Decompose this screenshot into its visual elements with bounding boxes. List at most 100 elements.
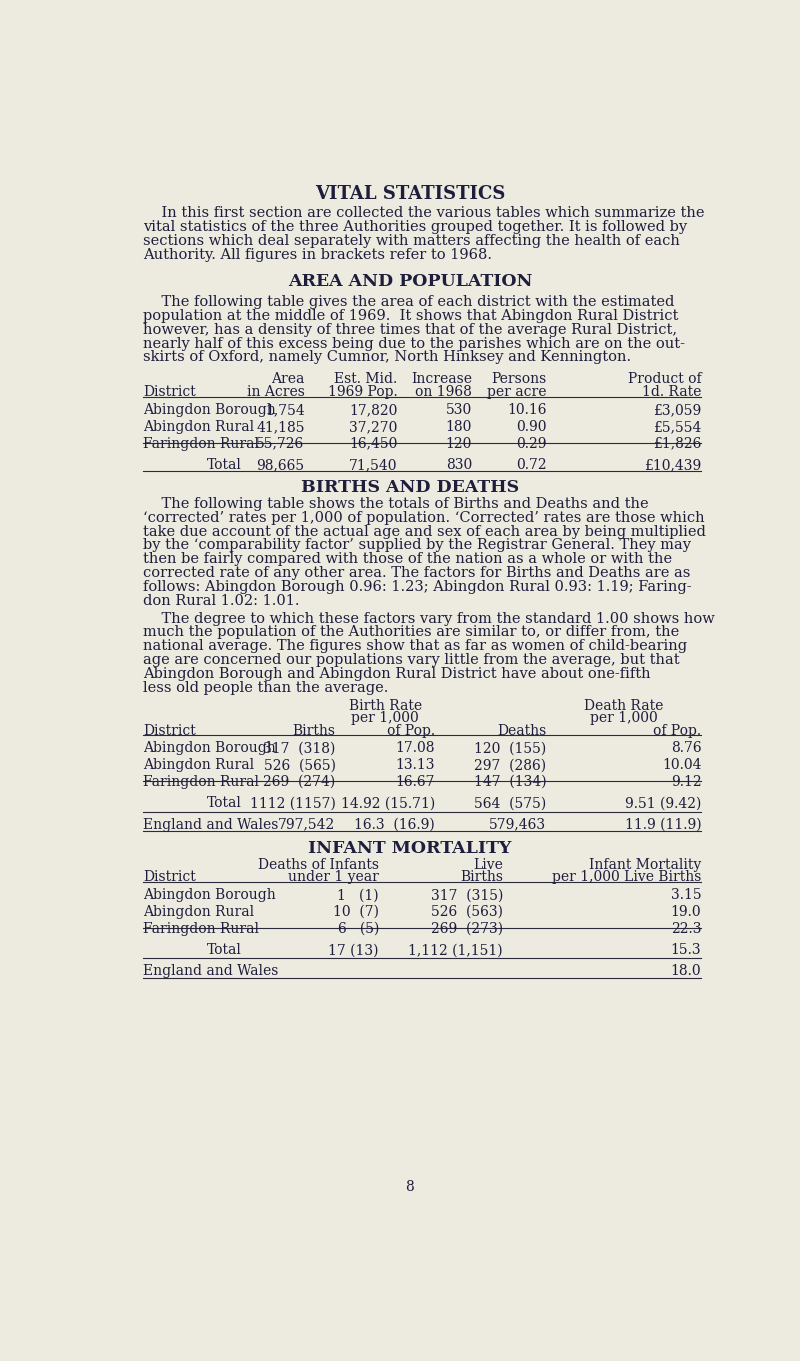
Text: 1112 (1157): 1112 (1157) [250,796,336,810]
Text: 269  (273): 269 (273) [431,923,503,936]
Text: less old people than the average.: less old people than the average. [143,680,389,695]
Text: 0.29: 0.29 [516,437,546,450]
Text: Total: Total [206,796,242,810]
Text: 530: 530 [446,403,472,416]
Text: national average. The figures show that as far as women of child-bearing: national average. The figures show that … [143,640,687,653]
Text: 147  (134): 147 (134) [474,776,546,789]
Text: 180: 180 [446,419,472,434]
Text: 1   (1): 1 (1) [338,889,379,902]
Text: 18.0: 18.0 [670,965,702,979]
Text: Abingdon Rural: Abingdon Rural [143,419,254,434]
Text: England and Wales: England and Wales [143,965,278,979]
Text: skirts of Oxford, namely Cumnor, North Hinksey and Kennington.: skirts of Oxford, namely Cumnor, North H… [143,350,631,365]
Text: The degree to which these factors vary from the standard 1.00 shows how: The degree to which these factors vary f… [143,611,715,626]
Text: ‘corrected’ rates per 1,000 of population. ‘Corrected’ rates are those which: ‘corrected’ rates per 1,000 of populatio… [143,510,705,525]
Text: £10,439: £10,439 [644,457,702,472]
Text: 120: 120 [446,437,472,450]
Text: then be fairly compared with those of the nation as a whole or with the: then be fairly compared with those of th… [143,553,673,566]
Text: 526  (565): 526 (565) [264,758,336,772]
Text: per 1,000: per 1,000 [351,710,419,725]
Text: 98,665: 98,665 [257,457,305,472]
Text: 1,112 (1,151): 1,112 (1,151) [408,943,503,957]
Text: in Acres: in Acres [246,385,305,399]
Text: District: District [143,724,196,738]
Text: population at the middle of 1969.  It shows that Abingdon Rural District: population at the middle of 1969. It sho… [143,309,678,323]
Text: £1,826: £1,826 [653,437,702,450]
Text: Deaths: Deaths [497,724,546,738]
Text: Live: Live [473,857,503,872]
Text: of Pop.: of Pop. [654,724,702,738]
Text: vital statistics of the three Authorities grouped together. It is followed by: vital statistics of the three Authoritie… [143,220,687,234]
Text: 11.9 (11.9): 11.9 (11.9) [625,818,702,832]
Text: England and Wales: England and Wales [143,818,278,832]
Text: 830: 830 [446,457,472,472]
Text: In this first section are collected the various tables which summarize the: In this first section are collected the … [143,207,705,220]
Text: 526  (563): 526 (563) [431,905,503,919]
Text: Faringdon Rural: Faringdon Rural [143,776,259,789]
Text: Area: Area [271,372,305,387]
Text: £5,554: £5,554 [653,419,702,434]
Text: 41,185: 41,185 [256,419,305,434]
Text: take due account of the actual age and sex of each area by being multiplied: take due account of the actual age and s… [143,524,706,539]
Text: Abingdon Borough and Abingdon Rural District have about one-fifth: Abingdon Borough and Abingdon Rural Dist… [143,667,651,680]
Text: Abingdon Borough: Abingdon Borough [143,742,276,755]
Text: 317  (315): 317 (315) [430,889,503,902]
Text: of Pop.: of Pop. [386,724,435,738]
Text: 17,820: 17,820 [350,403,398,416]
Text: 37,270: 37,270 [350,419,398,434]
Text: 10  (7): 10 (7) [333,905,379,919]
Text: per 1,000: per 1,000 [590,710,658,725]
Text: 10.16: 10.16 [507,403,546,416]
Text: 1d. Rate: 1d. Rate [642,385,702,399]
Text: 3.15: 3.15 [670,889,702,902]
Text: Persons: Persons [491,372,546,387]
Text: Increase: Increase [411,372,472,387]
Text: 16.67: 16.67 [395,776,435,789]
Text: 13.13: 13.13 [395,758,435,772]
Text: Abingdon Rural: Abingdon Rural [143,905,254,919]
Text: 22.3: 22.3 [671,923,702,936]
Text: VITAL STATISTICS: VITAL STATISTICS [315,185,505,203]
Text: BIRTHS AND DEATHS: BIRTHS AND DEATHS [301,479,519,497]
Text: 10.04: 10.04 [662,758,702,772]
Text: The following table shows the totals of Births and Deaths and the: The following table shows the totals of … [143,497,649,510]
Text: 297  (286): 297 (286) [474,758,546,772]
Text: 0.90: 0.90 [516,419,546,434]
Text: 0.72: 0.72 [516,457,546,472]
Text: Deaths of Infants: Deaths of Infants [258,857,379,872]
Text: however, has a density of three times that of the average Rural District,: however, has a density of three times th… [143,323,678,336]
Text: INFANT MORTALITY: INFANT MORTALITY [308,840,512,857]
Text: 71,540: 71,540 [349,457,398,472]
Text: Faringdon Rural: Faringdon Rural [143,923,259,936]
Text: District: District [143,871,196,885]
Text: Faringdon Rural: Faringdon Rural [143,437,259,450]
Text: nearly half of this excess being due to the parishes which are on the out-: nearly half of this excess being due to … [143,336,686,351]
Text: 16,450: 16,450 [350,437,398,450]
Text: 269  (274): 269 (274) [263,776,336,789]
Text: under 1 year: under 1 year [288,871,379,885]
Text: Total: Total [206,457,242,472]
Text: by the ‘comparability factor’ supplied by the Registrar General. They may: by the ‘comparability factor’ supplied b… [143,539,691,553]
Text: age are concerned our populations vary little from the average, but that: age are concerned our populations vary l… [143,653,680,667]
Text: 9.51 (9.42): 9.51 (9.42) [625,796,702,810]
Text: 17 (13): 17 (13) [329,943,379,957]
Text: follows: Abingdon Borough 0.96: 1.23; Abingdon Rural 0.93: 1.19; Faring-: follows: Abingdon Borough 0.96: 1.23; Ab… [143,580,692,593]
Text: much the population of the Authorities are similar to, or differ from, the: much the population of the Authorities a… [143,626,680,640]
Text: The following table gives the area of each district with the estimated: The following table gives the area of ea… [143,295,674,309]
Text: Death Rate: Death Rate [584,698,663,713]
Text: per 1,000 Live Births: per 1,000 Live Births [552,871,702,885]
Text: Abingdon Borough: Abingdon Borough [143,889,276,902]
Text: Total: Total [206,943,242,957]
Text: 16.3  (16.9): 16.3 (16.9) [354,818,435,832]
Text: Birth Rate: Birth Rate [349,698,422,713]
Text: Est. Mid.: Est. Mid. [334,372,398,387]
Text: corrected rate of any other area. The factors for Births and Deaths are as: corrected rate of any other area. The fa… [143,566,690,580]
Text: Abingdon Borough: Abingdon Borough [143,403,276,416]
Text: don Rural 1.02: 1.01.: don Rural 1.02: 1.01. [143,593,300,608]
Text: 17.08: 17.08 [395,742,435,755]
Text: on 1968: on 1968 [415,385,472,399]
Text: 1969 Pop.: 1969 Pop. [328,385,398,399]
Text: 9.12: 9.12 [670,776,702,789]
Text: Infant Mortality: Infant Mortality [589,857,702,872]
Text: Product of: Product of [628,372,702,387]
